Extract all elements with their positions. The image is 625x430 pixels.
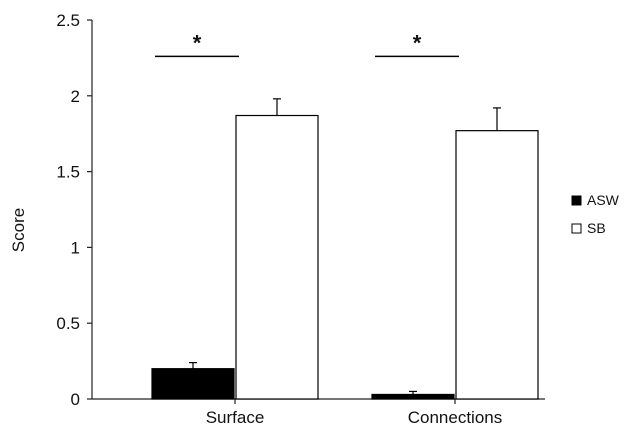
legend-label-asw: ASW bbox=[587, 192, 620, 208]
y-tick-label: 2.5 bbox=[56, 11, 80, 30]
chart-legend: ASW SB bbox=[571, 192, 620, 236]
legend-label-sb: SB bbox=[587, 220, 606, 236]
bar-asw-connections bbox=[371, 393, 455, 400]
chart-error-bars bbox=[189, 98, 501, 395]
y-tick-label: 1 bbox=[71, 238, 80, 257]
y-tick-label: 0 bbox=[71, 390, 80, 409]
y-tick-label: 0.5 bbox=[56, 314, 80, 333]
y-tick-label: 1.5 bbox=[56, 163, 80, 182]
x-tick-label: Surface bbox=[206, 408, 265, 427]
chart-significance: * * bbox=[155, 30, 459, 58]
y-tick-label: 2 bbox=[71, 87, 80, 106]
y-axis-label: Score bbox=[9, 208, 28, 252]
bar-sb-surface bbox=[235, 114, 319, 400]
chart-bars bbox=[151, 114, 539, 400]
chart-axes: 0 0.5 1 1.5 2 2.5 Surface Connections bbox=[56, 11, 545, 427]
x-tick-label: Connections bbox=[408, 408, 503, 427]
legend-swatch-sb bbox=[571, 223, 582, 234]
bar-asw-surface bbox=[151, 368, 235, 400]
legend-swatch-asw bbox=[571, 195, 582, 206]
significance-star: * bbox=[413, 30, 422, 55]
significance-star: * bbox=[193, 30, 202, 55]
bar-sb-connections bbox=[455, 130, 539, 400]
